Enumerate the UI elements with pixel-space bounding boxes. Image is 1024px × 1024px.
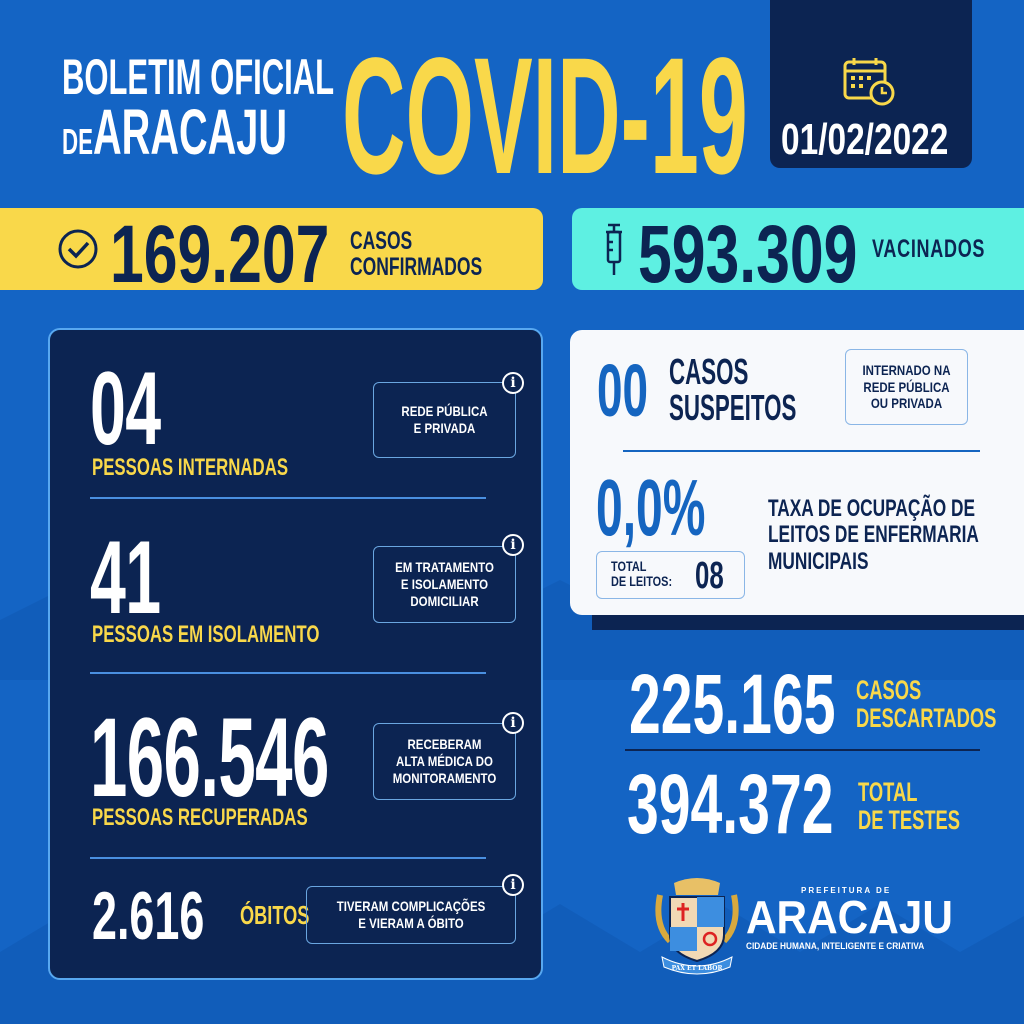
tests-value: 394.372 bbox=[627, 757, 834, 851]
logo-motto: PAX ET LABOR bbox=[672, 965, 724, 972]
label-line: DE TESTES bbox=[858, 805, 961, 836]
info-icon[interactable]: i bbox=[502, 712, 524, 734]
confirmed-cases-value: 169.207 bbox=[110, 209, 330, 300]
deaths-info-box: TIVERAM COMPLICAÇÕES E VIERAM A ÓBITO bbox=[306, 886, 516, 944]
label-line: TOTAL bbox=[611, 558, 647, 574]
occupancy-description: TAXA DE OCUPAÇÃO DE LEITOS DE ENFERMARIA… bbox=[768, 496, 1024, 575]
info-icon[interactable]: i bbox=[502, 874, 524, 896]
info-line: INTERNADO NA bbox=[862, 361, 951, 378]
info-line: REDE PÚBLICA bbox=[863, 378, 950, 395]
aracaju-coat-of-arms-logo: PAX ET LABOR bbox=[655, 878, 739, 975]
suspects-occupancy-panel: 00 CASOS SUSPEITOS INTERNADO NA REDE PÚBL… bbox=[570, 330, 1024, 615]
suspects-value: 00 bbox=[597, 349, 649, 432]
calendar-clock-icon bbox=[843, 58, 895, 106]
confirmed-cases-bar: 169.207 CASOS CONFIRMADOS bbox=[0, 208, 543, 296]
recovered-label: PESSOAS RECUPERADAS bbox=[92, 804, 308, 831]
info-icon[interactable]: i bbox=[502, 534, 524, 556]
hospital-stats-panel: 04 PESSOAS INTERNADAS REDE PÚBLICA E PRIV… bbox=[48, 328, 543, 980]
check-circle-icon bbox=[58, 229, 98, 269]
hospitalized-value: 04 bbox=[90, 351, 161, 467]
deaths-value: 2.616 bbox=[92, 878, 205, 954]
label-line: TOTAL bbox=[858, 777, 918, 807]
hospitalized-label: PESSOAS INTERNADAS bbox=[92, 454, 289, 481]
label-line: MUNICIPAIS bbox=[768, 547, 869, 575]
isolation-label: PESSOAS EM ISOLAMENTO bbox=[92, 621, 320, 648]
logo-pre: PREFEITURA DE bbox=[801, 886, 892, 895]
recovered-info-box: RECEBERAM ALTA MÉDICA DO MONITORAMENTO bbox=[373, 723, 516, 800]
divider bbox=[90, 672, 486, 674]
info-line: OU PRIVADA bbox=[870, 395, 943, 412]
title-line1: BOLETIM OFICIAL bbox=[62, 49, 335, 105]
info-line: E PRIVADA bbox=[413, 420, 476, 436]
label-line: CASOS bbox=[669, 351, 749, 392]
bulletin-date: 01/02/2022 bbox=[781, 115, 949, 164]
label-line: SUSPEITOS bbox=[669, 387, 797, 428]
total-beds-box: TOTAL DE LEITOS: 08 bbox=[596, 551, 745, 599]
logo-tagline: CIDADE HUMANA, INTELIGENTE E CRIATIVA bbox=[746, 941, 925, 951]
divider bbox=[625, 749, 980, 751]
info-line: E VIERAM A ÓBITO bbox=[358, 915, 464, 931]
recovered-value: 166.546 bbox=[90, 695, 329, 820]
divider bbox=[623, 450, 980, 452]
info-line: MONITORAMENTO bbox=[392, 769, 497, 786]
discarded-value: 225.165 bbox=[629, 657, 836, 751]
deaths-label: ÓBITOS bbox=[240, 900, 310, 930]
title-city: ARACAJU bbox=[93, 96, 288, 168]
label-line: DE LEITOS: bbox=[611, 573, 673, 590]
label-line: DESCARTADOS bbox=[856, 703, 997, 734]
info-line: ALTA MÉDICA DO bbox=[396, 753, 493, 770]
label-line: TAXA DE OCUPAÇÃO DE bbox=[768, 495, 976, 522]
bulletin-title: BOLETIM OFICIAL DEARACAJU bbox=[62, 52, 501, 164]
info-line: EM TRATAMENTO bbox=[395, 559, 494, 576]
tests-label: TOTAL DE TESTES bbox=[858, 778, 1008, 835]
occupancy-value: 0,0% bbox=[596, 463, 706, 552]
vaccinated-value: 593.309 bbox=[638, 209, 858, 300]
info-line: RECEBERAM bbox=[407, 736, 482, 753]
divider bbox=[90, 497, 486, 499]
info-icon[interactable]: i bbox=[502, 372, 524, 394]
info-line: TIVERAM COMPLICAÇÕES bbox=[336, 898, 486, 915]
syringe-icon bbox=[606, 223, 622, 275]
label-line: CONFIRMADOS bbox=[350, 253, 483, 282]
vaccinated-label: VACINADOS bbox=[872, 235, 986, 263]
suspects-info-box: INTERNADO NA REDE PÚBLICA OU PRIVADA bbox=[845, 349, 968, 425]
total-beds-value: 08 bbox=[695, 555, 724, 597]
label-line: CASOS bbox=[856, 675, 922, 705]
isolation-value: 41 bbox=[90, 520, 161, 636]
date-box: 01/02/2022 bbox=[770, 0, 972, 168]
isolation-info-box: EM TRATAMENTO E ISOLAMENTO DOMICILIAR bbox=[373, 546, 516, 623]
title-prefix: DE bbox=[62, 121, 94, 162]
covid-title: COVID-19 bbox=[342, 24, 748, 209]
logo-name: ARACAJU bbox=[746, 891, 953, 943]
confirmed-cases-label: CASOS CONFIRMADOS bbox=[350, 228, 539, 281]
label-line: CASOS bbox=[350, 227, 413, 255]
vaccinated-bar: 593.309 VACINADOS bbox=[572, 208, 1024, 296]
info-line: DOMICILIAR bbox=[410, 592, 479, 609]
info-line: E ISOLAMENTO bbox=[400, 576, 489, 593]
suspects-label: CASOS SUSPEITOS bbox=[669, 354, 874, 426]
info-line: REDE PÚBLICA bbox=[401, 403, 488, 420]
discarded-label: CASOS DESCARTADOS bbox=[856, 676, 1024, 733]
divider bbox=[90, 857, 486, 859]
hospitalized-info-box: REDE PÚBLICA E PRIVADA bbox=[373, 382, 516, 458]
label-line: LEITOS DE ENFERMARIA bbox=[768, 521, 979, 549]
total-beds-label: TOTAL DE LEITOS: bbox=[611, 559, 689, 590]
